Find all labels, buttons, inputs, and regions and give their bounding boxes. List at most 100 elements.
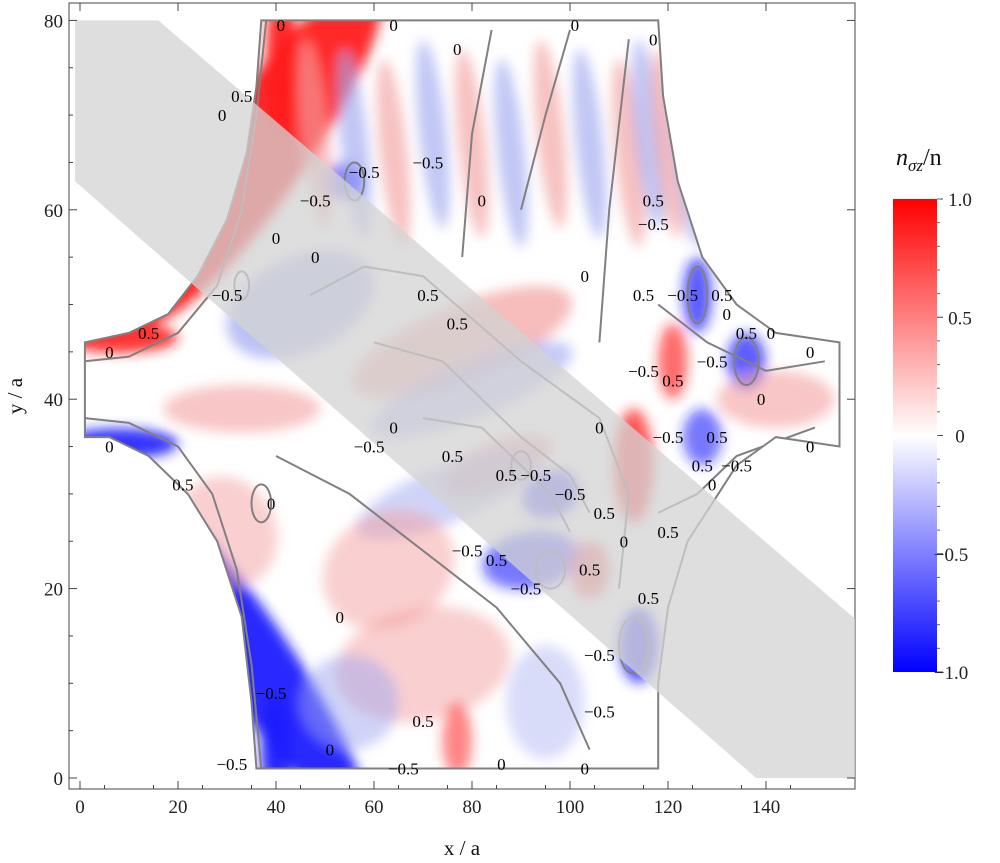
field-region-27 [506, 645, 585, 759]
contour-label: 0.5 [138, 324, 159, 343]
field-region-39 [651, 49, 685, 238]
contour-label: −0.5 [584, 703, 615, 722]
contour-label: −0.5 [653, 428, 684, 447]
contour-label: −0.5 [584, 646, 615, 665]
contour-label: −0.5 [354, 438, 385, 457]
field-region-22 [658, 323, 688, 400]
contour-label: 0 [708, 475, 717, 494]
contour-label: 0.5 [736, 324, 757, 343]
field-region-2 [266, 20, 296, 135]
colorbar-tick-label: 0.5 [948, 308, 972, 329]
contour-label: 0 [723, 305, 732, 324]
x-axis: 0 20 40 60 80 100 120 140 [75, 3, 791, 818]
field-region-26 [442, 702, 472, 769]
contour-label: 0 [595, 419, 604, 438]
field-region-31 [376, 58, 411, 248]
contour-label: −0.5 [667, 286, 698, 305]
contour-label: −0.5 [520, 466, 551, 485]
contour-line-1 [84, 417, 263, 769]
contour-label: 0.5 [231, 87, 252, 106]
colorbar-title: nσz/n [896, 145, 942, 175]
contour-label: 0 [580, 267, 589, 286]
contour-label: 0.5 [486, 551, 507, 570]
contour-label: 0.5 [442, 447, 463, 466]
contour-line-8 [520, 29, 571, 211]
field-region-34 [494, 58, 529, 248]
contour-label: 0 [806, 343, 815, 362]
contour-label: −0.5 [256, 684, 287, 703]
field-region-23 [717, 370, 835, 428]
colorbar-tick-label: −0.5 [934, 545, 968, 566]
contour-label: 0 [767, 324, 776, 343]
contour-label: 0 [580, 760, 589, 779]
contour-label: 0 [806, 438, 815, 457]
contour-label: 0 [218, 106, 227, 125]
contour-label: −0.5 [452, 542, 483, 561]
contour-label: 0.5 [706, 428, 727, 447]
contour-label: 0 [311, 248, 320, 267]
contour-label: 0 [757, 390, 766, 409]
y-tick-label: 0 [54, 769, 64, 790]
contour-label: −0.5 [510, 580, 541, 599]
contour-label: 0.5 [633, 286, 654, 305]
contour-label: 0.5 [496, 466, 517, 485]
contour-label: −0.5 [721, 457, 752, 476]
contour-label: 0 [453, 40, 462, 59]
contour-label: 0 [649, 30, 658, 49]
contour-loop-2 [250, 483, 273, 524]
y-tick-label: 80 [44, 11, 63, 32]
x-tick-label: 0 [75, 797, 85, 818]
contour-label: 0 [277, 16, 286, 35]
contour-label: −0.5 [638, 215, 669, 234]
contour-label: 0.5 [417, 286, 438, 305]
x-tick-label: 100 [556, 797, 585, 818]
contour-label: 0.5 [172, 475, 193, 494]
y-tick-label: 40 [44, 390, 63, 411]
contour-label: 0.5 [412, 712, 433, 731]
contour-line-10 [598, 39, 630, 343]
contour-label: 0.5 [643, 191, 664, 210]
contour-label: 0 [478, 191, 487, 210]
x-axis-label: x / a [444, 836, 481, 860]
contour-label: 0.5 [662, 371, 683, 390]
contour-label: 0.5 [657, 523, 678, 542]
contour-label: 0 [335, 608, 344, 627]
y-axis-label: y / a [3, 377, 27, 414]
contour-line-7 [657, 303, 825, 372]
y-axis: 0 20 40 60 80 [44, 11, 855, 790]
field-region-38 [631, 39, 666, 229]
field-region-28 [322, 509, 455, 630]
contour-loop-5 [733, 336, 760, 386]
contour-line-9 [461, 29, 493, 258]
colorbar-tick-label: 1.0 [948, 190, 972, 211]
contour-label: −0.5 [697, 352, 728, 371]
colorbar-tick-label: 0 [955, 427, 965, 448]
field-region-5 [261, 692, 291, 769]
colorbar-gradient [893, 199, 937, 672]
contour-label: 0.5 [594, 504, 615, 523]
field-region-36 [572, 49, 607, 238]
contour-label: 0 [389, 419, 398, 438]
x-tick-label: 20 [169, 797, 188, 818]
contour-label: −0.5 [216, 755, 247, 774]
contour-label: 0 [497, 755, 506, 774]
colorbar-tick-label: −1.0 [934, 663, 968, 684]
y-tick-label: 20 [44, 580, 63, 601]
contour-label: −0.5 [212, 286, 243, 305]
field-region-8 [163, 385, 321, 433]
x-tick-label: 60 [365, 797, 384, 818]
contour-line-5 [275, 455, 591, 751]
contour-label: −0.5 [412, 153, 443, 172]
contour-label: 0.5 [447, 314, 468, 333]
x-tick-label: 80 [463, 797, 482, 818]
x-tick-label: 120 [654, 797, 683, 818]
shaded-band [75, 20, 855, 778]
contour-label: 0 [105, 343, 114, 362]
contour-label: 0.5 [692, 457, 713, 476]
contour-label: 0.5 [638, 589, 659, 608]
contour-label: 0.5 [579, 561, 600, 580]
contour-label: −0.5 [388, 760, 419, 779]
contour-label: −0.5 [349, 163, 380, 182]
